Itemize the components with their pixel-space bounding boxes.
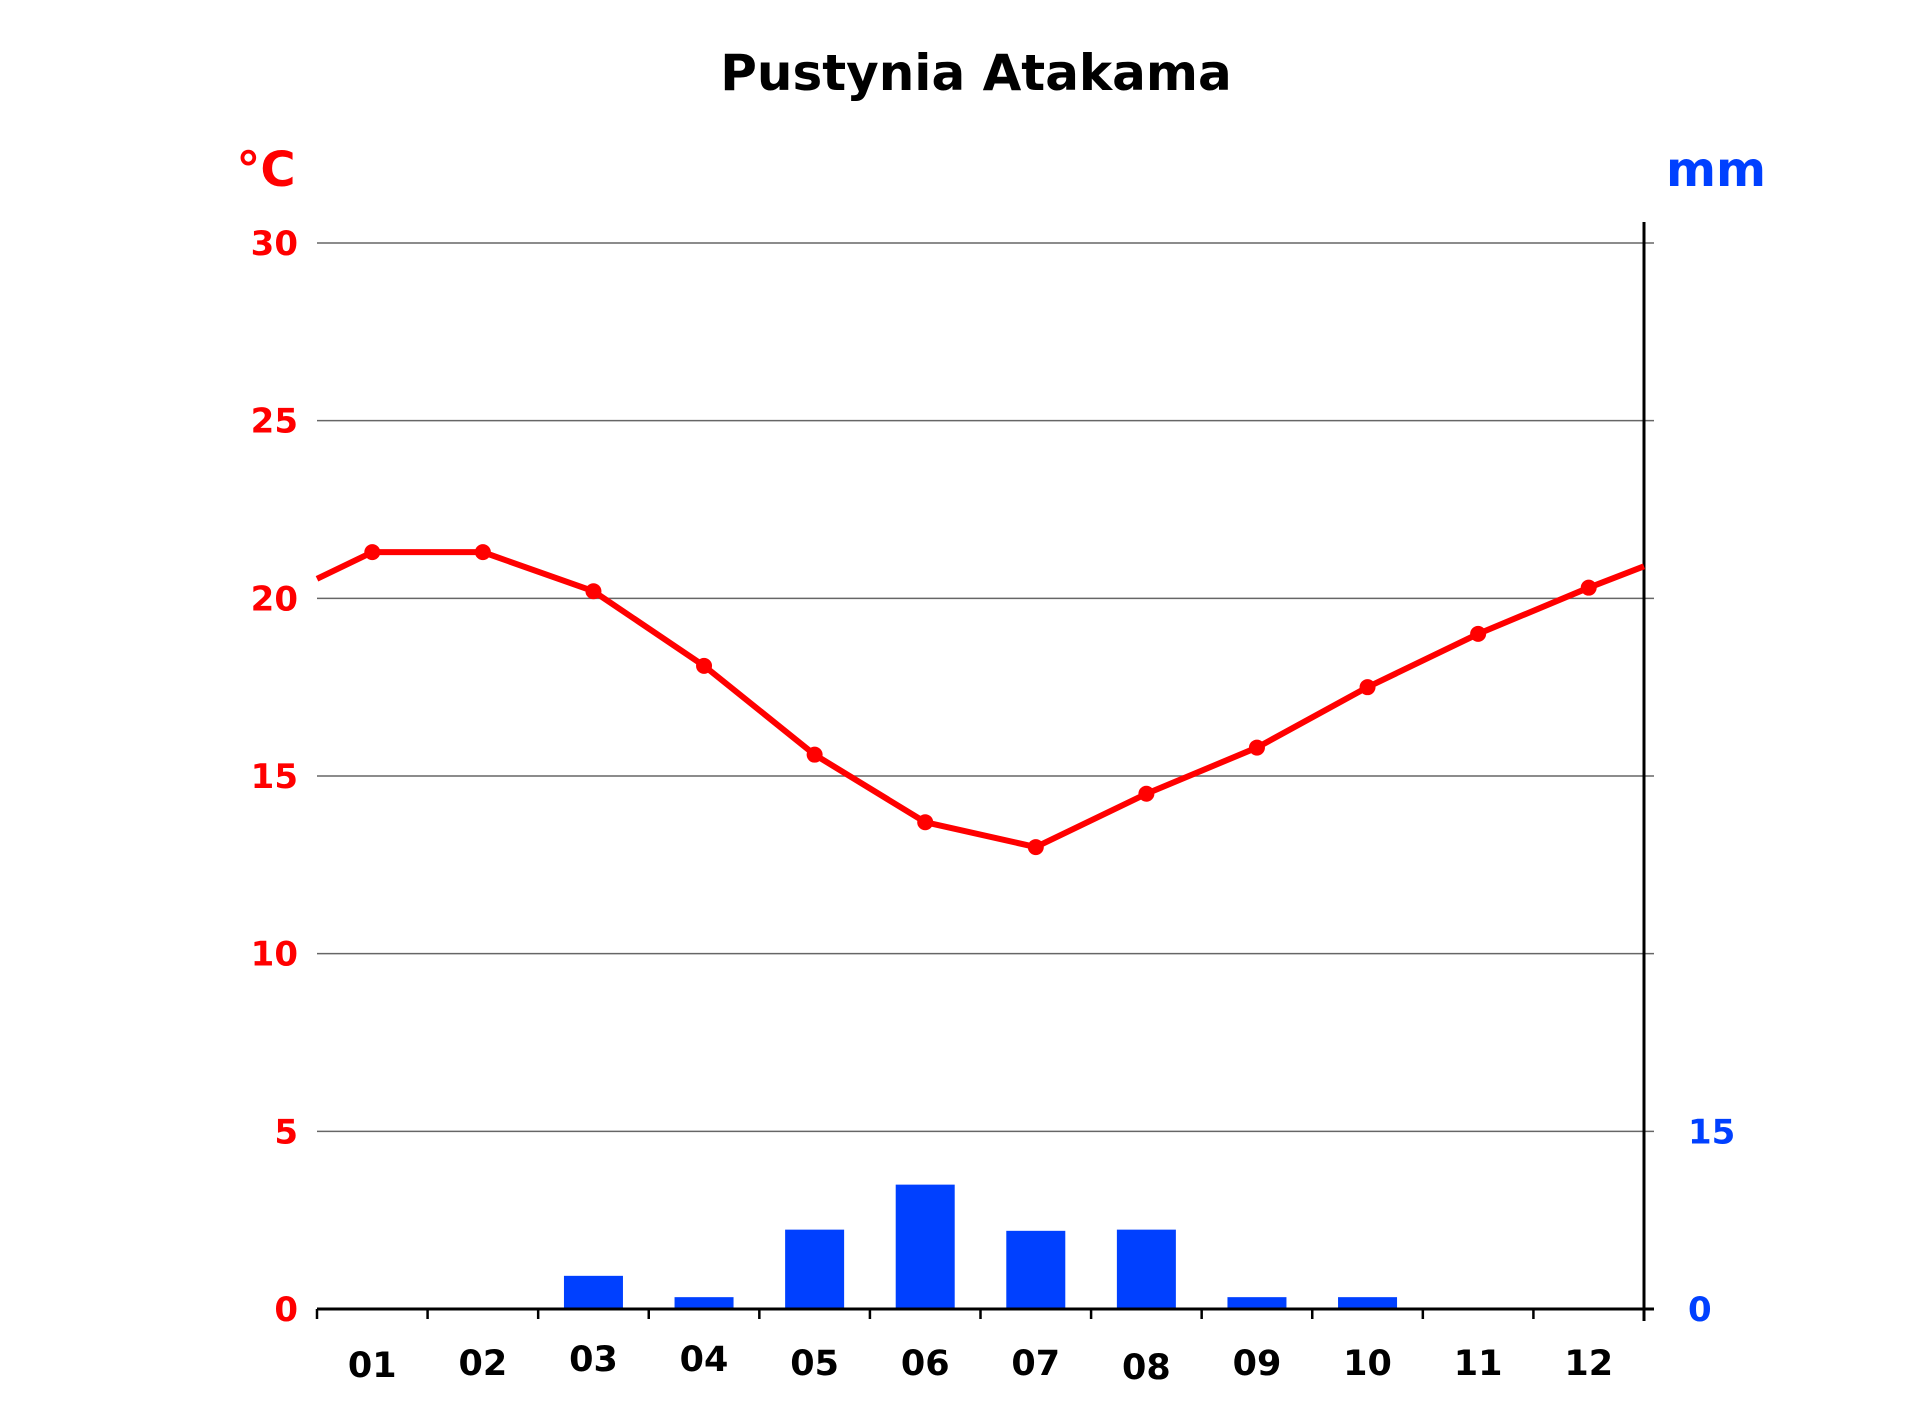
left-axis-unit-label: °C — [236, 142, 295, 198]
temperature-point — [364, 544, 381, 561]
precipitation-bars — [563, 1184, 1398, 1309]
month-label: 10 — [1343, 1344, 1392, 1384]
left-tick-label: 20 — [251, 579, 298, 619]
right-axis-ticks: 0 15 — [1688, 1112, 1735, 1330]
temperature-point — [474, 544, 491, 561]
month-label: 06 — [901, 1344, 950, 1384]
month-label: 08 — [1122, 1348, 1171, 1388]
temperature-point — [1359, 679, 1376, 696]
temperature-point — [1138, 785, 1155, 802]
temperature-point — [1580, 579, 1597, 596]
precipitation-bar — [1006, 1230, 1066, 1309]
left-tick-label: 0 — [274, 1290, 298, 1330]
left-tick-label: 25 — [251, 402, 298, 442]
month-label: 03 — [569, 1340, 618, 1380]
month-label: 05 — [790, 1344, 839, 1384]
gridlines — [317, 242, 1654, 1133]
month-label: 01 — [348, 1346, 397, 1386]
left-tick-label: 5 — [274, 1112, 298, 1152]
left-tick-label: 15 — [251, 757, 298, 797]
temperature-point — [917, 814, 934, 831]
right-axis-unit-label: mm — [1666, 142, 1766, 198]
precipitation-bar — [1338, 1297, 1398, 1309]
month-label: 02 — [459, 1344, 508, 1384]
left-tick-label: 30 — [251, 224, 298, 264]
month-label: 12 — [1564, 1344, 1613, 1384]
precipitation-bar — [1116, 1229, 1176, 1309]
axes — [315, 222, 1654, 1321]
right-tick-label: 15 — [1688, 1112, 1735, 1152]
left-axis-ticks: 0 5 10 15 20 25 30 — [251, 224, 298, 1330]
month-label: 07 — [1011, 1344, 1060, 1384]
temperature-polyline — [315, 549, 1646, 851]
precipitation-bar — [785, 1229, 845, 1309]
temperature-point — [696, 657, 713, 674]
month-label: 09 — [1233, 1344, 1282, 1384]
left-tick-label: 10 — [251, 935, 298, 975]
temperature-point — [1027, 839, 1044, 856]
x-axis-month-labels: 01 02 03 04 05 06 07 08 09 10 11 12 — [348, 1340, 1613, 1388]
temperature-point — [1470, 625, 1487, 642]
temperature-point — [1248, 739, 1265, 756]
right-tick-label: 0 — [1688, 1290, 1712, 1330]
month-label: 04 — [680, 1340, 729, 1380]
month-label: 11 — [1454, 1344, 1503, 1384]
chart-title: Pustynia Atakama — [720, 44, 1232, 102]
precipitation-bar — [895, 1184, 955, 1309]
temperature-point — [585, 583, 602, 600]
temperature-line — [315, 544, 1646, 856]
precipitation-bar — [1227, 1297, 1287, 1309]
precipitation-bar — [563, 1275, 623, 1309]
precipitation-bar — [674, 1297, 734, 1309]
temperature-point — [806, 746, 823, 763]
